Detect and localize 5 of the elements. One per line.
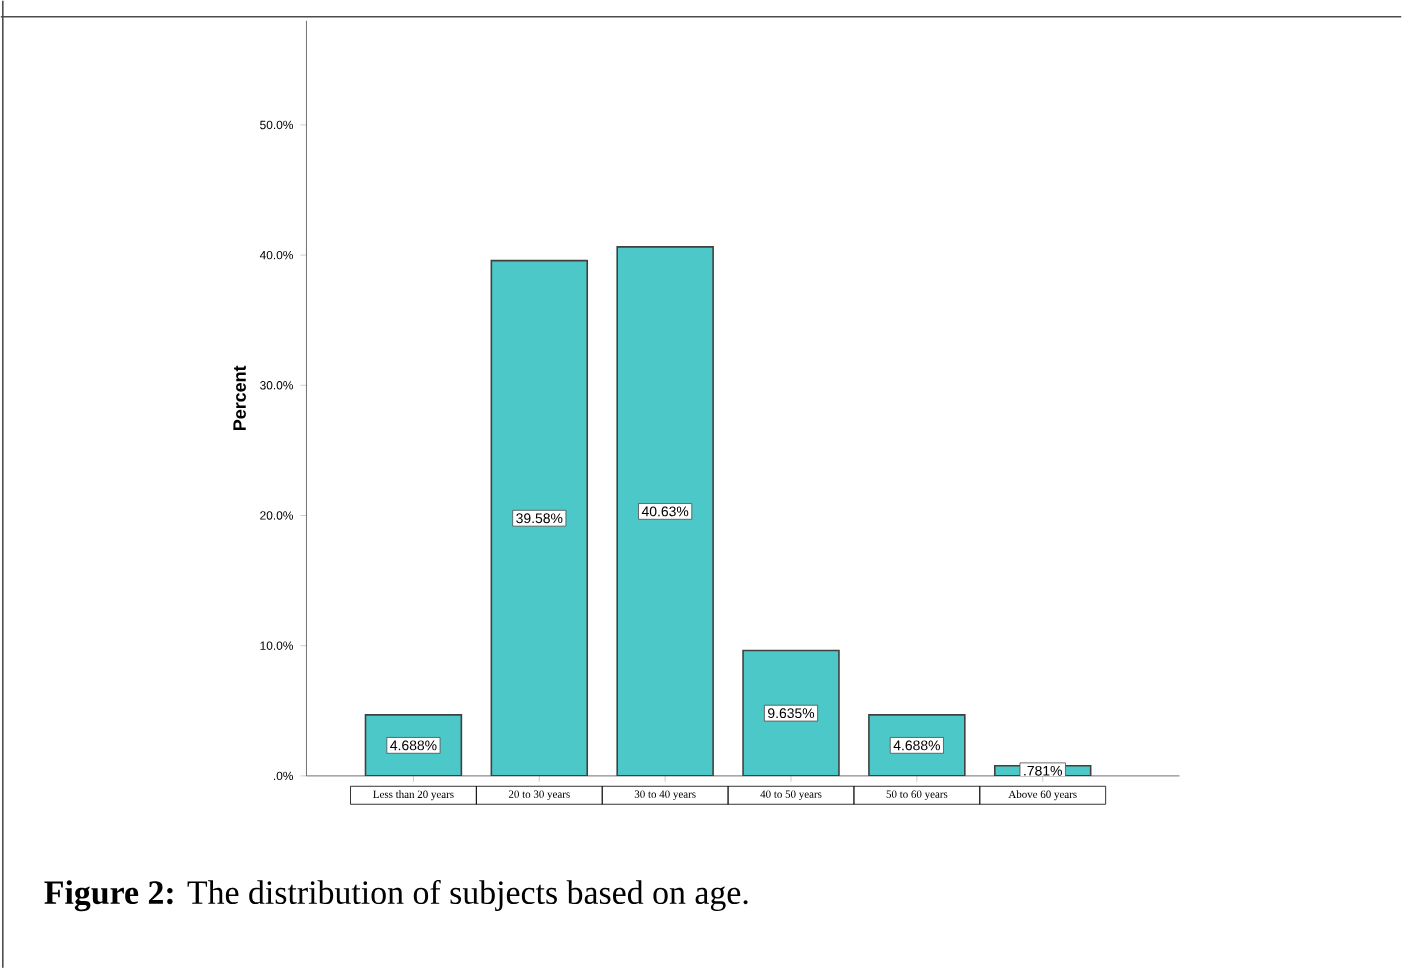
bar	[490, 259, 589, 776]
bar	[742, 649, 840, 776]
text: Figure 2: The distribution of subjects based on age.	[44, 879, 748, 911]
y-axis-title: Percent	[233, 365, 246, 430]
bar	[616, 245, 714, 776]
